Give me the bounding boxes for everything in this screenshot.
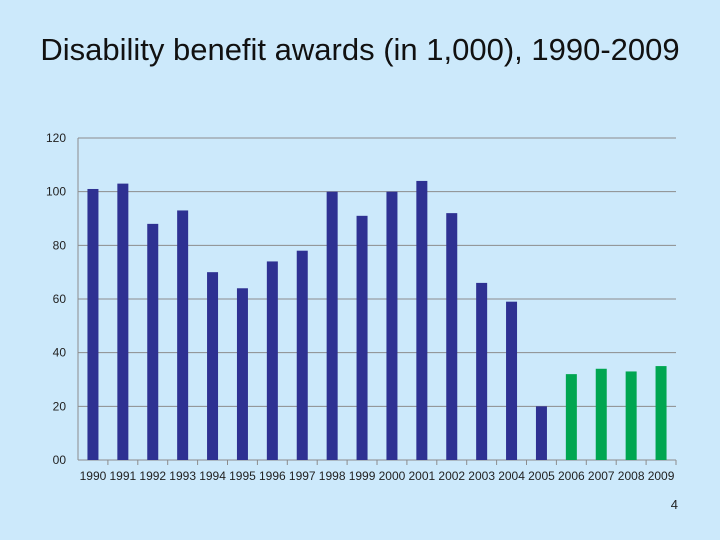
x-tick-label: 1990 <box>80 469 107 483</box>
x-tick-label: 2002 <box>438 469 465 483</box>
x-tick-label: 1995 <box>229 469 256 483</box>
bar-2008 <box>625 371 637 460</box>
bar-1992 <box>147 223 159 460</box>
y-tick-label: 100 <box>46 185 66 199</box>
bar-2005 <box>535 406 547 460</box>
x-tick-label: 2006 <box>558 469 585 483</box>
bar-1993 <box>177 210 189 460</box>
y-tick-label: 00 <box>53 453 67 467</box>
x-tick-label: 2009 <box>648 469 675 483</box>
bar-1998 <box>326 191 338 460</box>
x-tick-label: 1991 <box>109 469 136 483</box>
x-tick-label: 2003 <box>468 469 495 483</box>
x-tick-label: 2001 <box>408 469 435 483</box>
x-tick-label: 1996 <box>259 469 286 483</box>
y-tick-label: 120 <box>46 131 66 145</box>
bar-2001 <box>416 180 428 460</box>
bar-1995 <box>236 288 248 460</box>
x-tick-label: 2005 <box>528 469 555 483</box>
x-tick-label: 2008 <box>618 469 645 483</box>
y-tick-label: 60 <box>53 292 67 306</box>
bar-2002 <box>446 213 458 460</box>
y-tick-label: 80 <box>53 238 67 252</box>
bar-1990 <box>87 188 99 460</box>
bar-2009 <box>655 366 667 460</box>
bar-1991 <box>117 183 129 460</box>
x-tick-label: 1992 <box>139 469 166 483</box>
x-tick-label: 1999 <box>349 469 376 483</box>
bar-2000 <box>386 191 398 460</box>
bar-1999 <box>356 215 368 460</box>
bar-2004 <box>506 301 518 460</box>
bar-2007 <box>595 368 607 460</box>
bar-2003 <box>476 282 488 460</box>
bar-1997 <box>296 250 308 460</box>
y-tick-label: 20 <box>53 399 67 413</box>
x-tick-label: 1997 <box>289 469 316 483</box>
x-tick-label: 2000 <box>379 469 406 483</box>
x-tick-label: 1998 <box>319 469 346 483</box>
x-tick-label: 1994 <box>199 469 226 483</box>
page-number: 4 <box>670 497 678 512</box>
x-tick-label: 1993 <box>169 469 196 483</box>
bar-2006 <box>565 374 577 460</box>
y-tick-label: 40 <box>53 346 67 360</box>
bar-1994 <box>207 272 219 460</box>
bar-1996 <box>266 261 278 460</box>
chart-title: Disability benefit awards (in 1,000), 19… <box>40 32 680 67</box>
x-tick-label: 2004 <box>498 469 525 483</box>
x-tick-label: 2007 <box>588 469 615 483</box>
